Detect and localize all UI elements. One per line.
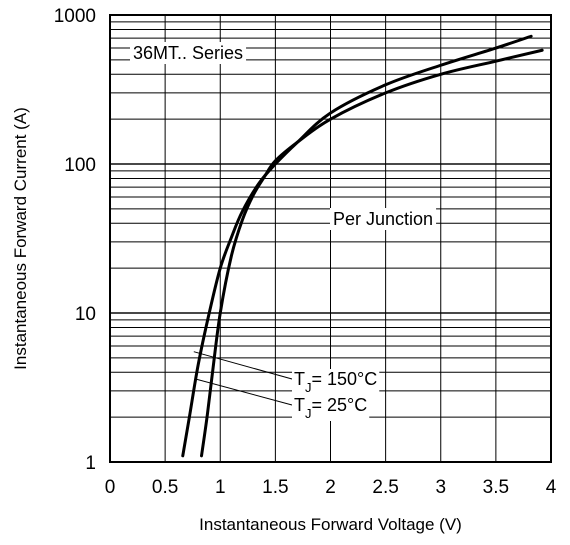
x-tick-label: 2 [325,477,336,498]
legend-label-tj-25c: TJ= 25°C [294,395,367,421]
y-axis-title: Instantaneous Forward Current (A) [11,107,30,370]
per-junction-annotation: Per Junction [330,208,437,230]
tick-labels: 0 0.5 1 1.5 2 2.5 3 3.5 4 1 10 100 1000 [54,6,557,498]
x-tick-label: 0 [105,477,116,498]
plot-frame [109,14,552,463]
per-junction-label: Per Junction [333,209,433,229]
x-tick-label: 4 [546,477,557,498]
x-tick-label: 1.5 [262,477,288,498]
series-line-tj-25c [200,48,544,458]
y-tick-label: 1000 [54,6,96,27]
legend-leader-line [195,378,293,406]
y-tick-label: 1 [85,453,96,474]
x-tick-label: 3 [435,477,446,498]
x-tick-label: 2.5 [372,477,398,498]
x-tick-label: 1 [215,477,226,498]
x-tick-label: 3.5 [483,477,509,498]
x-tick-label: 0.5 [152,477,178,498]
legend: TJ= 150°CTJ= 25°C [193,351,380,421]
legend-leader-line [193,351,293,380]
series-label: 36MT.. Series [133,43,243,63]
series-annotation: 36MT.. Series [130,42,247,64]
x-axis-title: Instantaneous Forward Voltage (V) [199,515,462,534]
curves [181,34,544,458]
legend-label-tj-150c: TJ= 150°C [294,369,377,395]
y-tick-label: 10 [75,304,96,325]
y-tick-label: 100 [64,155,96,176]
